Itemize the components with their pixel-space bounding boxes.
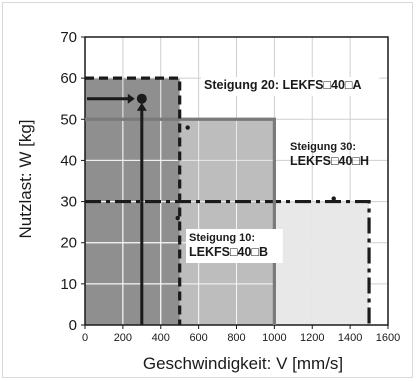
x-tick-label: 600	[189, 332, 207, 344]
series-label-line: Steigung 20: LEKFS□40□A	[204, 78, 361, 92]
example-point-marker	[136, 93, 147, 104]
series-label-1: Steigung 20: LEKFS□40□A	[185, 77, 380, 130]
y-tick-label: 70	[60, 29, 77, 46]
annotations: Steigung 30:LEKFS□40□H Steigung 20: LEKFS…	[87, 77, 380, 325]
x-axis-label: Geschwindigkeit: V [mm/s]	[143, 354, 343, 373]
tick-labels: 0 200 400 600 800 1000 1200 1400 1600 0 10 20 30 40 50…	[60, 29, 400, 344]
x-tick-label: 200	[114, 332, 132, 344]
y-tick-label: 40	[60, 152, 77, 169]
arrow-right-icon	[127, 93, 135, 104]
limit-line-dashed	[85, 76, 182, 325]
y-tick-label: 60	[60, 70, 77, 87]
x-tick-label: 1000	[262, 332, 286, 344]
x-tick-label: 1400	[338, 332, 362, 344]
series-label-line: LEKFS□40□H	[290, 154, 369, 168]
x-tick-label: 1600	[376, 332, 400, 344]
series-label-bg	[201, 77, 380, 96]
x-tick-label: 0	[82, 332, 88, 344]
series-label-pointer-dot	[185, 125, 190, 130]
series-label-0: Steigung 30:LEKFS□40□H	[290, 141, 369, 201]
x-tick-label: 400	[152, 332, 170, 344]
y-axis-label: Nutzlast: W [kg]	[16, 119, 35, 238]
arrow-up-icon	[136, 102, 147, 111]
x-tick-label: 1200	[300, 332, 324, 344]
y-tick-label: 50	[60, 111, 77, 128]
y-tick-label: 10	[60, 276, 77, 293]
series-label-line: Steigung 10:	[189, 232, 255, 244]
y-tick-label: 0	[69, 317, 77, 334]
series-label-line: LEKFS□40□B	[189, 245, 268, 259]
y-tick-label: 30	[60, 194, 77, 211]
series-label-2: Steigung 10:LEKFS□40□B	[175, 215, 283, 263]
series-label-pointer-dot	[331, 196, 336, 201]
series-label-pointer-dot	[175, 215, 180, 221]
axes	[81, 36, 389, 329]
series-label-bg	[186, 229, 283, 263]
series-label-line: Steigung 30:	[290, 141, 356, 153]
y-tick-label: 20	[60, 235, 77, 252]
x-tick-label: 800	[227, 332, 245, 344]
